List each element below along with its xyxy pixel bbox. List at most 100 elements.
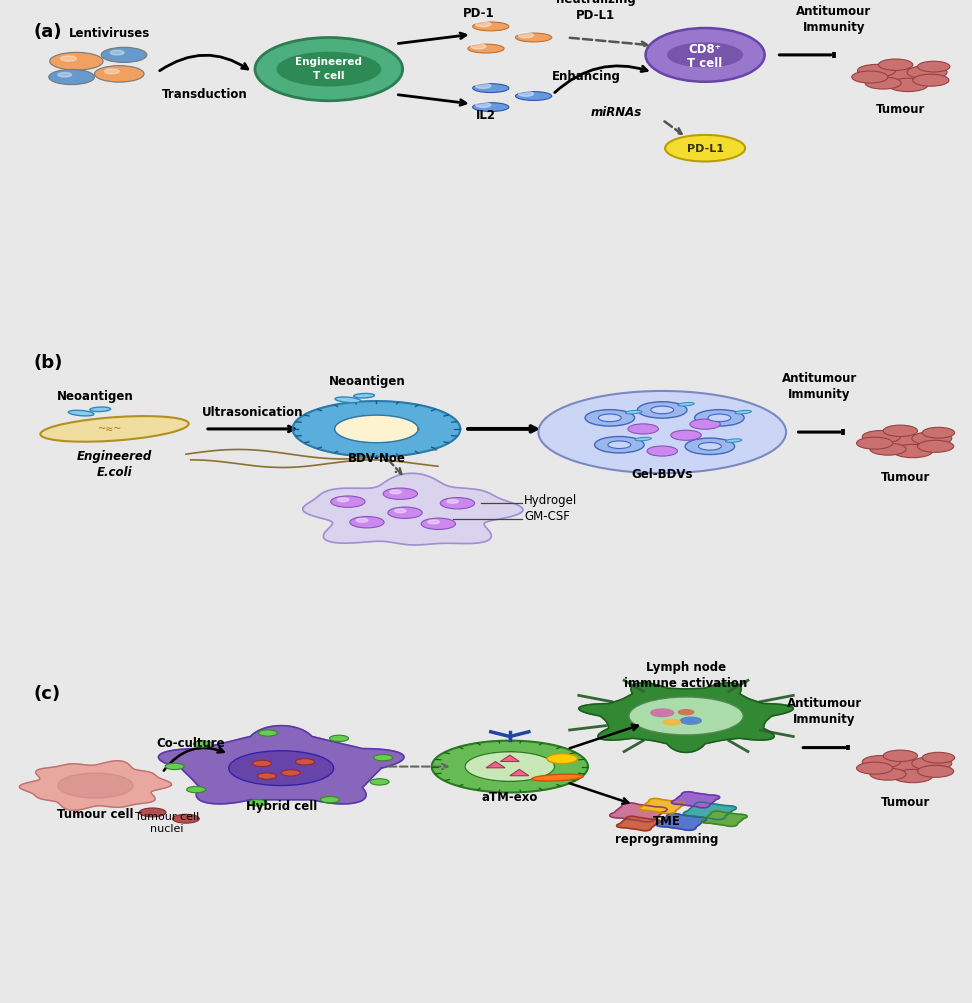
Text: Engineered
E.coli: Engineered E.coli [77,449,153,478]
Text: Lentiviruses: Lentiviruses [69,27,151,40]
Circle shape [665,135,746,162]
Text: Tumour: Tumour [881,470,930,483]
Circle shape [870,443,906,455]
Circle shape [475,103,491,108]
Ellipse shape [677,403,694,406]
Text: Transduction: Transduction [162,87,248,100]
Polygon shape [19,761,171,810]
Text: (a): (a) [33,23,62,41]
Text: Antitumour
Immunity: Antitumour Immunity [796,5,871,33]
Ellipse shape [515,92,552,101]
Polygon shape [683,802,736,819]
Circle shape [918,441,954,453]
Text: Tumour cell
nuclei: Tumour cell nuclei [135,811,199,833]
Circle shape [685,438,735,455]
Circle shape [447,499,459,504]
Circle shape [373,754,393,761]
Polygon shape [672,792,719,808]
Ellipse shape [41,416,189,442]
Circle shape [629,697,744,735]
Text: (c): (c) [33,685,60,703]
Polygon shape [656,813,707,830]
Circle shape [295,759,315,765]
Circle shape [879,60,913,71]
Circle shape [58,73,72,78]
Ellipse shape [735,411,751,414]
Circle shape [912,757,952,770]
Circle shape [518,92,534,97]
Circle shape [470,45,486,50]
Circle shape [599,414,621,422]
Circle shape [94,66,144,83]
Polygon shape [432,741,588,792]
Circle shape [892,445,933,458]
Circle shape [104,70,120,75]
Circle shape [330,496,365,508]
Text: CD8⁺: CD8⁺ [688,43,721,56]
Circle shape [628,424,658,434]
Circle shape [638,402,687,418]
Text: aTM-exo: aTM-exo [482,790,538,803]
Circle shape [258,773,276,779]
Circle shape [518,34,534,39]
Circle shape [690,419,720,430]
Circle shape [913,75,949,87]
Circle shape [253,760,272,766]
Circle shape [383,488,417,499]
Circle shape [856,762,892,774]
Polygon shape [509,769,529,776]
Text: Lymph node
immune activation: Lymph node immune activation [624,660,747,689]
Circle shape [547,754,577,764]
Circle shape [276,53,381,87]
Ellipse shape [68,411,94,416]
Polygon shape [501,755,519,761]
Circle shape [856,437,892,449]
Circle shape [101,48,147,63]
Circle shape [912,432,952,445]
Polygon shape [701,811,747,826]
Text: PD-L1: PD-L1 [686,144,723,154]
Circle shape [110,51,124,56]
Ellipse shape [472,103,509,112]
Circle shape [538,391,786,473]
Circle shape [388,508,422,519]
Circle shape [883,759,928,774]
Ellipse shape [645,29,765,82]
Ellipse shape [89,407,111,412]
Circle shape [888,79,928,92]
Circle shape [699,443,721,450]
Text: TME
reprogramming: TME reprogramming [615,814,718,846]
Circle shape [865,78,901,90]
Circle shape [663,720,680,725]
Text: Tumour: Tumour [876,102,925,115]
Text: Hybrid cell: Hybrid cell [246,799,317,812]
Circle shape [667,43,744,68]
Polygon shape [640,798,685,813]
Text: T cell: T cell [313,71,345,81]
Circle shape [165,763,184,769]
Circle shape [321,796,339,803]
Polygon shape [486,761,505,768]
Circle shape [857,65,895,78]
Text: miRNAs: miRNAs [591,106,642,119]
Circle shape [357,519,367,523]
Circle shape [50,53,103,71]
Polygon shape [158,726,404,804]
Circle shape [57,773,133,798]
Circle shape [370,779,389,785]
Text: Hydrogel: Hydrogel [524,493,577,507]
Text: Antitumour
Immunity: Antitumour Immunity [781,372,857,401]
Circle shape [440,498,474,510]
Text: Ultrasonication: Ultrasonication [202,405,303,418]
Text: IL2: IL2 [476,109,496,122]
Circle shape [428,521,439,525]
Circle shape [475,23,491,28]
Text: PD-1: PD-1 [463,7,494,20]
Circle shape [651,709,674,717]
Circle shape [878,69,923,84]
Circle shape [922,752,955,763]
Circle shape [671,430,701,441]
Ellipse shape [255,38,402,101]
Text: (b): (b) [33,354,63,372]
Circle shape [851,72,888,84]
